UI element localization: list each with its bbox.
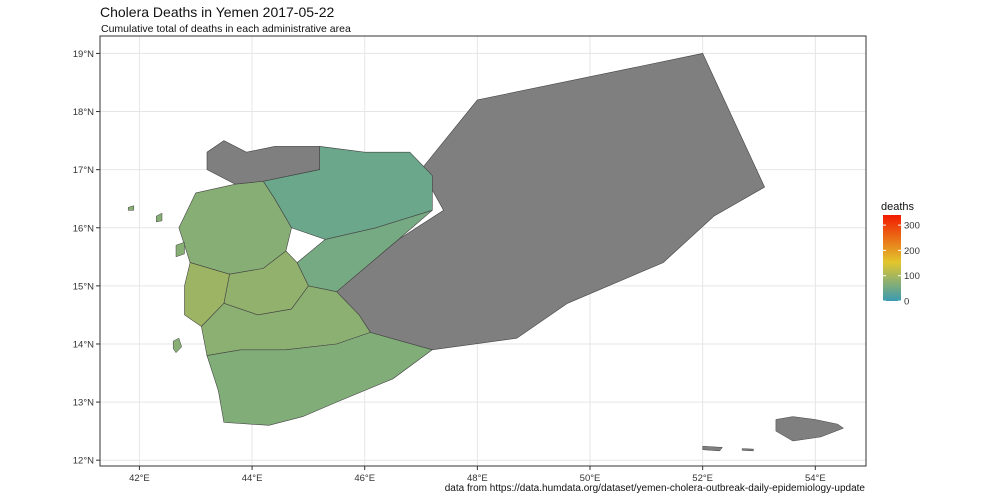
y-tick-label: 15°N xyxy=(73,281,94,292)
chart-title: Cholera Deaths in Yemen 2017-05-22 xyxy=(100,4,334,20)
island-shape xyxy=(156,212,163,223)
admin-region xyxy=(206,332,433,426)
island-shape xyxy=(741,448,754,452)
island-shape xyxy=(775,416,845,442)
data-source-caption: data from https://data.humdata.org/datas… xyxy=(445,483,866,494)
y-tick-label: 13°N xyxy=(73,398,94,409)
island-shape xyxy=(127,205,135,211)
legend-tick-label: 200 xyxy=(904,246,920,257)
island-shape xyxy=(172,337,182,354)
y-tick-label: 16°N xyxy=(73,223,94,234)
x-tick-label: 42°E xyxy=(129,473,150,484)
y-tick-label: 17°N xyxy=(73,165,94,176)
legend-colorbar xyxy=(883,215,901,301)
x-tick-label: 48°E xyxy=(467,473,488,484)
y-axis: 12°N 13°N 14°N 15°N 16°N 17°N 18°N 19°N xyxy=(73,49,100,467)
y-tick-label: 12°N xyxy=(73,456,94,467)
legend-ticks: 0 100 200 300 xyxy=(883,221,920,308)
islands xyxy=(127,205,845,452)
x-tick-label: 54°E xyxy=(805,473,826,484)
island-shape xyxy=(175,241,185,258)
legend: deaths 0 100 200 300 xyxy=(881,201,920,308)
legend-tick-label: 0 xyxy=(904,297,909,308)
chart-subtitle: Cumulative total of deaths in each admin… xyxy=(101,23,351,35)
x-tick-label: 44°E xyxy=(242,473,263,484)
legend-tick-label: 300 xyxy=(904,221,920,232)
y-tick-label: 19°N xyxy=(73,49,94,60)
x-axis: 42°E 44°E 46°E 48°E 50°E 52°E 54°E xyxy=(129,466,826,484)
x-tick-label: 50°E xyxy=(580,473,601,484)
legend-title: deaths xyxy=(881,201,915,213)
admin-regions xyxy=(178,53,765,426)
y-tick-label: 18°N xyxy=(73,107,94,118)
legend-tick-label: 100 xyxy=(904,271,920,282)
island-shape xyxy=(702,445,723,452)
x-tick-label: 52°E xyxy=(692,473,713,484)
plot-panel xyxy=(99,35,867,467)
y-tick-label: 14°N xyxy=(73,339,94,350)
x-tick-label: 46°E xyxy=(354,473,375,484)
